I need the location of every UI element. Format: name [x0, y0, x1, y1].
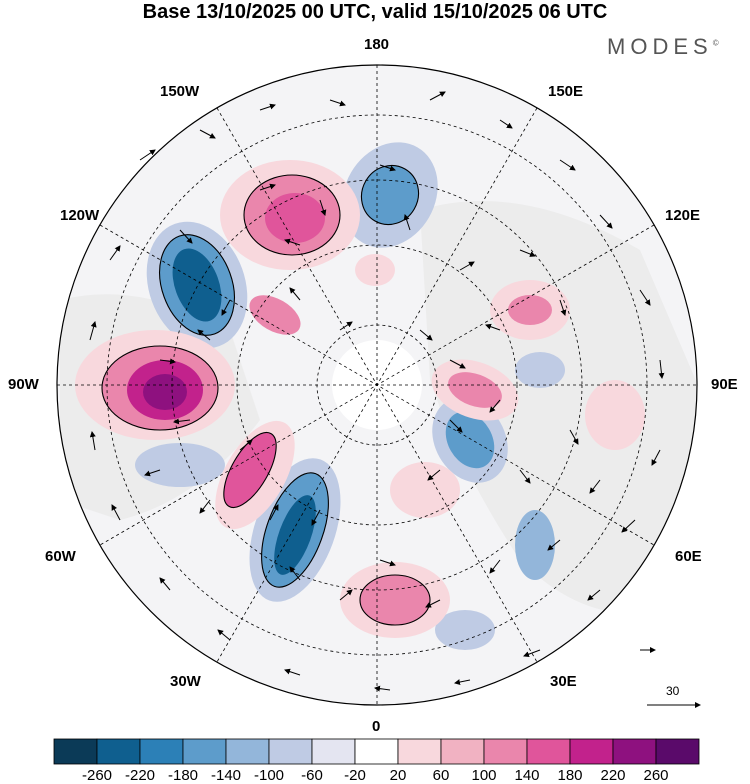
lon-label-0: 0: [372, 718, 381, 735]
colorbar-tick-label: -100: [253, 767, 285, 784]
lon-label-180: 180: [364, 36, 390, 53]
colorbar-swatch: [612, 738, 657, 765]
colorbar: [53, 738, 700, 765]
colorbar-tick-label: -260: [81, 767, 113, 784]
colorbar-swatch: [440, 738, 485, 765]
lon-label-30w: 30W: [170, 673, 201, 690]
colorbar-swatch: [225, 738, 270, 765]
colorbar-tick-label: 140: [514, 767, 540, 784]
colorbar-tick-label: -180: [167, 767, 199, 784]
colorbar-tick-label: -60: [301, 767, 323, 784]
colorbar-swatch: [526, 738, 571, 765]
lon-label-120e: 120E: [665, 207, 701, 224]
lon-label-30e: 30E: [550, 673, 577, 690]
colorbar-swatch: [354, 738, 399, 765]
wind-vectors: [89, 91, 665, 692]
colorbar-tick-label: -140: [210, 767, 242, 784]
colorbar-tick-label: 20: [389, 767, 407, 784]
colorbar-tick-label: 100: [471, 767, 497, 784]
contour-lines: [101, 164, 431, 626]
modes-logo: MODES©: [607, 34, 719, 60]
lon-label-150w: 150W: [160, 83, 200, 100]
colorbar-tick-label: 180: [557, 767, 583, 784]
colorbar-swatch: [483, 738, 528, 765]
colorbar-swatch: [397, 738, 442, 765]
logo-text: MODES: [607, 34, 713, 59]
lon-label-60w: 60W: [45, 548, 76, 565]
colorbar-tick-label: 260: [643, 767, 669, 784]
graticule: [57, 65, 697, 705]
colorbar-swatch: [53, 738, 98, 765]
map-title: Base 13/10/2025 00 UTC, valid 15/10/2025…: [142, 1, 608, 23]
lon-label-90w: 90W: [8, 376, 39, 393]
lon-label-60e: 60E: [675, 548, 702, 565]
colorbar-swatch: [655, 738, 700, 765]
colorbar-swatch: [311, 738, 356, 765]
vector-scale-label: 30: [666, 684, 680, 698]
lon-label-150e: 150E: [548, 83, 584, 100]
colorbar-tick-label: -220: [124, 767, 156, 784]
colorbar-tick-label: 220: [600, 767, 626, 784]
colorbar-swatch: [182, 738, 227, 765]
lon-label-90e: 90E: [711, 376, 738, 393]
colorbar-swatch: [96, 738, 141, 765]
colorbar-tick-label: -20: [344, 767, 366, 784]
colorbar-swatch: [569, 738, 614, 765]
colorbar-swatch: [139, 738, 184, 765]
colorbar-tick-label: 60: [432, 767, 450, 784]
copyright-mark: ©: [712, 38, 719, 48]
colorbar-swatch: [268, 738, 313, 765]
map-boundary: [56, 64, 698, 706]
lon-label-120w: 120W: [60, 207, 100, 224]
